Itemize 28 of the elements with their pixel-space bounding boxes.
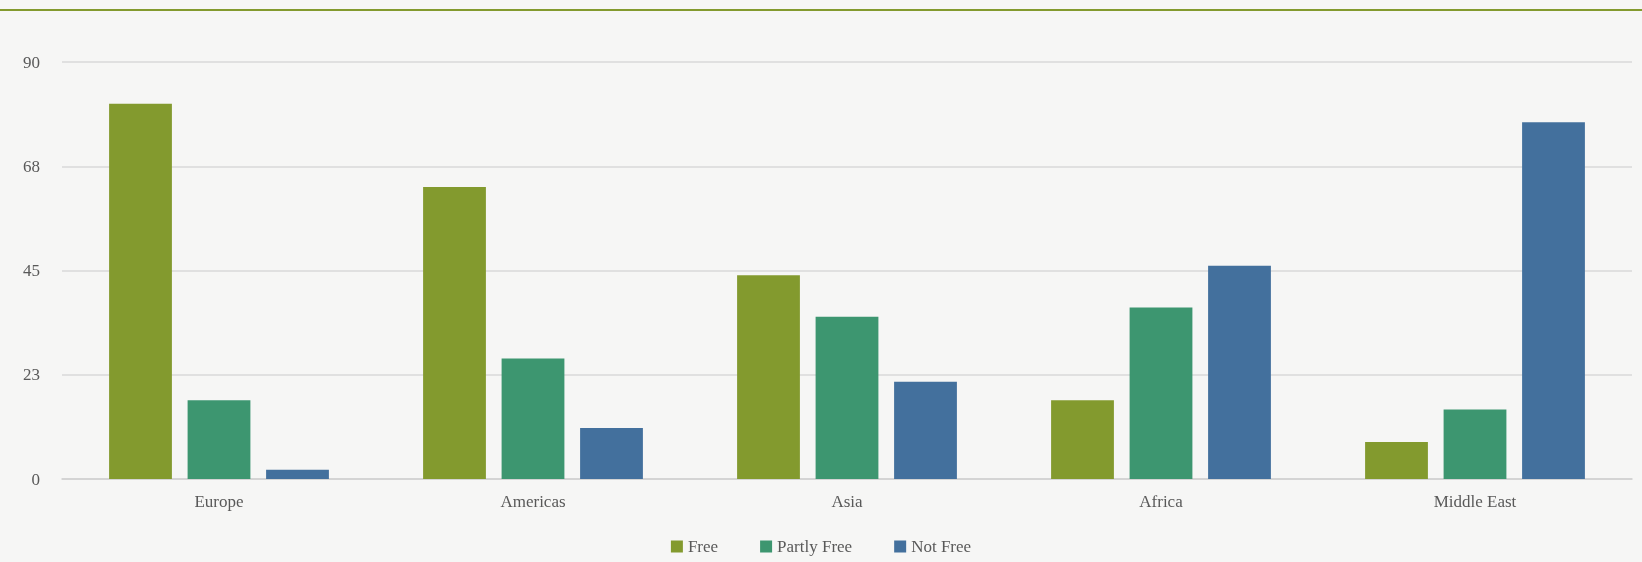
bar <box>423 187 486 479</box>
x-tick-label: Middle East <box>1433 492 1517 511</box>
y-tick-label: 0 <box>31 469 40 489</box>
bar <box>109 103 172 479</box>
x-tick-label: Africa <box>1139 492 1184 511</box>
bar <box>1365 441 1428 479</box>
bar <box>1051 400 1114 479</box>
x-tick-label: Americas <box>500 492 566 511</box>
y-tick-label: 23 <box>23 365 40 385</box>
x-tick-label: Asia <box>831 492 864 511</box>
legend-label: Partly Free <box>777 537 853 556</box>
legend-label: Not Free <box>911 537 972 556</box>
bar <box>501 358 565 479</box>
bar <box>737 275 800 479</box>
bar <box>1522 122 1585 479</box>
bar <box>266 469 329 479</box>
bar <box>1443 409 1507 479</box>
bar <box>580 428 643 479</box>
bar <box>815 316 879 479</box>
bar <box>1208 265 1271 479</box>
bar <box>187 400 251 479</box>
bar <box>894 381 957 479</box>
legend-label: Free <box>687 537 719 556</box>
x-tick-label: Europe <box>194 492 244 511</box>
y-tick-label: 90 <box>23 52 40 72</box>
y-tick-label: 68 <box>23 156 40 176</box>
bar <box>1129 307 1193 479</box>
y-tick-label: 45 <box>23 261 40 280</box>
